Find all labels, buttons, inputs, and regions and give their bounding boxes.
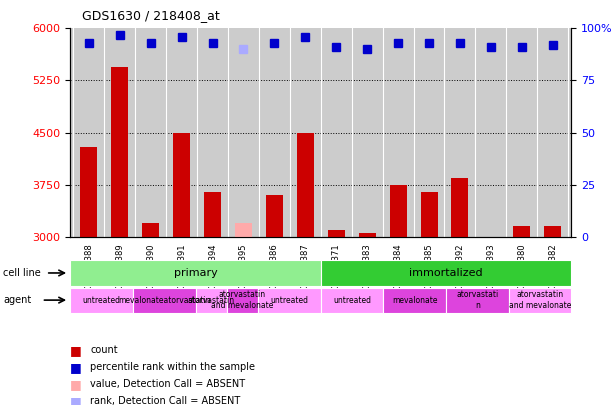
Text: untreated: untreated <box>271 296 309 305</box>
Text: atorvastati
n: atorvastati n <box>456 290 499 310</box>
Text: ■: ■ <box>70 378 82 391</box>
Bar <box>235 223 252 237</box>
Text: percentile rank within the sample: percentile rank within the sample <box>90 362 255 372</box>
Text: mevalonateatorvastatin: mevalonateatorvastatin <box>118 296 211 305</box>
Bar <box>297 132 314 237</box>
Text: ■: ■ <box>70 395 82 405</box>
Bar <box>420 192 437 237</box>
Bar <box>111 66 128 237</box>
Bar <box>513 226 530 237</box>
Text: untreated: untreated <box>333 296 371 305</box>
Bar <box>359 233 376 237</box>
Bar <box>80 147 97 237</box>
Text: ■: ■ <box>70 344 82 357</box>
Bar <box>142 223 159 237</box>
Bar <box>173 132 190 237</box>
Text: primary: primary <box>174 268 218 278</box>
Text: immortalized: immortalized <box>409 268 483 278</box>
Text: cell line: cell line <box>3 268 41 278</box>
Text: atorvastatin
and mevalonate: atorvastatin and mevalonate <box>211 290 274 310</box>
Bar <box>327 230 345 237</box>
Bar <box>452 178 469 237</box>
Text: ■: ■ <box>70 361 82 374</box>
Text: atorvastatin: atorvastatin <box>188 296 235 305</box>
Bar <box>204 192 221 237</box>
Bar <box>390 185 406 237</box>
Text: untreated: untreated <box>82 296 120 305</box>
Bar <box>266 195 283 237</box>
Text: mevalonate: mevalonate <box>392 296 437 305</box>
Text: GDS1630 / 218408_at: GDS1630 / 218408_at <box>82 9 220 22</box>
Text: atorvastatin
and mevalonate: atorvastatin and mevalonate <box>509 290 571 310</box>
Text: count: count <box>90 345 118 355</box>
Text: rank, Detection Call = ABSENT: rank, Detection Call = ABSENT <box>90 396 241 405</box>
Text: agent: agent <box>3 295 31 305</box>
Bar <box>544 226 562 237</box>
Text: value, Detection Call = ABSENT: value, Detection Call = ABSENT <box>90 379 246 389</box>
